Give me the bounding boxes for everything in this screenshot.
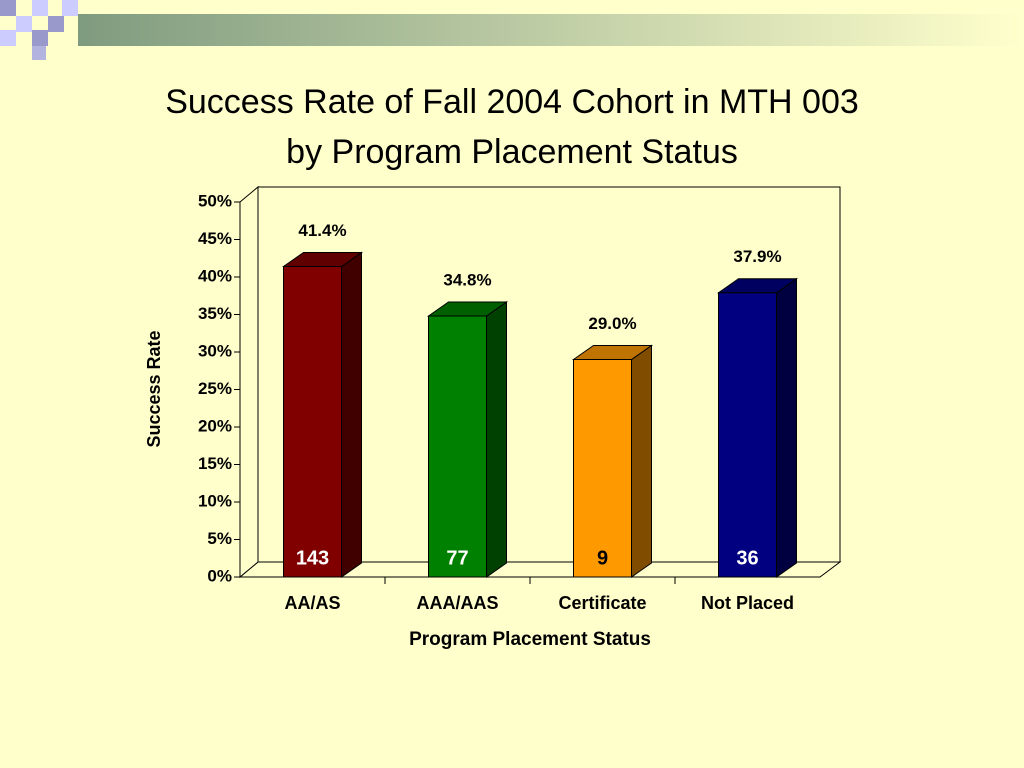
y-tick-label: 5%	[207, 529, 232, 548]
count-label: 77	[446, 547, 468, 569]
data-label: 34.8%	[443, 270, 491, 289]
bar-side	[631, 344, 652, 578]
count-label: 36	[736, 547, 758, 569]
x-tick-label: AA/AS	[284, 593, 340, 613]
y-tick-label: 20%	[198, 416, 232, 435]
bar-side	[341, 251, 362, 578]
bar	[428, 315, 487, 578]
y-tick-label: 35%	[198, 304, 232, 323]
y-tick-label: 0%	[207, 566, 232, 585]
count-label: 143	[296, 547, 329, 569]
bar	[573, 359, 632, 578]
decoration	[0, 0, 1024, 60]
y-tick-label: 15%	[198, 454, 232, 473]
x-tick-label: AAA/AAS	[416, 593, 498, 613]
x-axis-label: Program Placement Status	[409, 629, 651, 650]
x-tick-label: Not Placed	[701, 593, 794, 613]
y-tick-label: 50%	[198, 191, 232, 210]
y-tick-label: 45%	[198, 229, 232, 248]
data-label: 37.9%	[733, 247, 781, 266]
chart-title: Success Rate of Fall 2004 Cohort in MTH …	[165, 83, 859, 121]
bar-side	[486, 301, 507, 578]
y-tick-label: 40%	[198, 266, 232, 285]
x-tick-label: Certificate	[558, 593, 646, 613]
y-tick-label: 25%	[198, 379, 232, 398]
bar-side	[776, 277, 797, 578]
y-tick-label: 30%	[198, 341, 232, 360]
chart-title: by Program Placement Status	[286, 133, 738, 171]
bar	[283, 266, 342, 578]
data-label: 41.4%	[298, 221, 346, 240]
y-axis-label: Success Rate	[144, 330, 164, 447]
count-label: 9	[597, 547, 608, 569]
y-tick-label: 10%	[198, 491, 232, 510]
bar	[718, 292, 777, 578]
data-label: 29.0%	[588, 314, 636, 333]
